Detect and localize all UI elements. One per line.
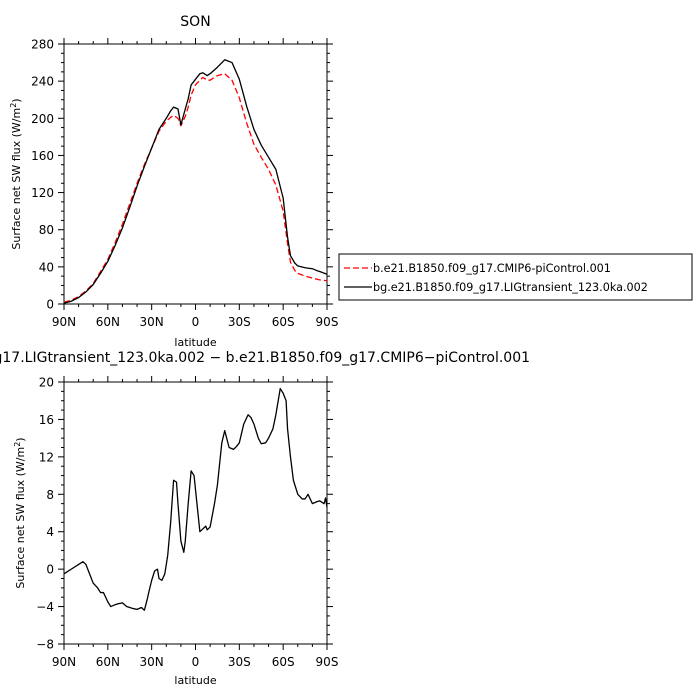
chart-1: SON 90N 60N 30N 0 30S 60S 90S 0 40 80 120 160 200 240 2… bbox=[9, 14, 693, 349]
legend-label: b.e21.B1850.f09_g17.CMIP6-piControl.001 bbox=[373, 262, 611, 275]
x-tick-label: 30S bbox=[228, 315, 251, 329]
y-tick-label: −8 bbox=[36, 638, 54, 652]
x-tick-label: 90N bbox=[52, 655, 76, 669]
y-tick-label: 4 bbox=[46, 525, 54, 539]
x-tick-label: 90S bbox=[316, 315, 339, 329]
x-tick-label: 30N bbox=[140, 315, 164, 329]
series-line-1 bbox=[63, 387, 328, 611]
x-tick-label: 30S bbox=[228, 655, 251, 669]
y-tick-label: 240 bbox=[31, 75, 54, 89]
x-tick-label: 30N bbox=[140, 655, 164, 669]
y-tick-label: 20 bbox=[39, 376, 54, 390]
chart-title: SON bbox=[180, 14, 210, 30]
x-tick-label: 60S bbox=[272, 655, 295, 669]
x-tick-label: 60S bbox=[272, 315, 295, 329]
y-tick-label: 40 bbox=[39, 260, 54, 274]
x-tick-label: 60N bbox=[96, 655, 120, 669]
y-tick-label: 0 bbox=[46, 298, 54, 312]
x-tick-label: 0 bbox=[192, 655, 200, 669]
y-tick-label: 12 bbox=[39, 450, 54, 464]
y-tick-label: 80 bbox=[39, 223, 54, 237]
plot-frame bbox=[63, 43, 328, 305]
legend-box bbox=[338, 253, 693, 301]
y-tick-label: 0 bbox=[46, 563, 54, 577]
x-axis-label: latitude bbox=[174, 674, 216, 687]
series-line-2 bbox=[63, 59, 328, 304]
y-tick-label: 120 bbox=[31, 186, 54, 200]
legend: b.e21.B1850.f09_g17.CMIP6-piControl.001b… bbox=[338, 253, 693, 301]
x-tick-label: 90N bbox=[52, 315, 76, 329]
y-tick-label: 200 bbox=[31, 112, 54, 126]
y-axis-label: Surface net SW flux (W/m2) bbox=[13, 437, 27, 588]
y-tick-label: 280 bbox=[31, 38, 54, 52]
x-tick-label: 90S bbox=[316, 655, 339, 669]
y-axis-label: Surface net SW flux (W/m2) bbox=[9, 98, 23, 249]
y-tick-label: 16 bbox=[39, 413, 54, 427]
chart-title: bg.e21.B1850.f09_g17.LIGtransient_123.0k… bbox=[0, 350, 530, 366]
legend-label: bg.e21.B1850.f09_g17.LIGtransient_123.0k… bbox=[373, 281, 648, 294]
chart-2: bg.e21.B1850.f09_g17.LIGtransient_123.0k… bbox=[0, 350, 530, 687]
x-tick-label: 60N bbox=[96, 315, 120, 329]
x-axis-label: latitude bbox=[174, 336, 216, 349]
y-tick-label: 160 bbox=[31, 149, 54, 163]
series-line-1 bbox=[63, 73, 328, 303]
x-tick-label: 0 bbox=[192, 315, 200, 329]
y-tick-label: 8 bbox=[46, 488, 54, 502]
y-tick-label: −4 bbox=[36, 600, 54, 614]
